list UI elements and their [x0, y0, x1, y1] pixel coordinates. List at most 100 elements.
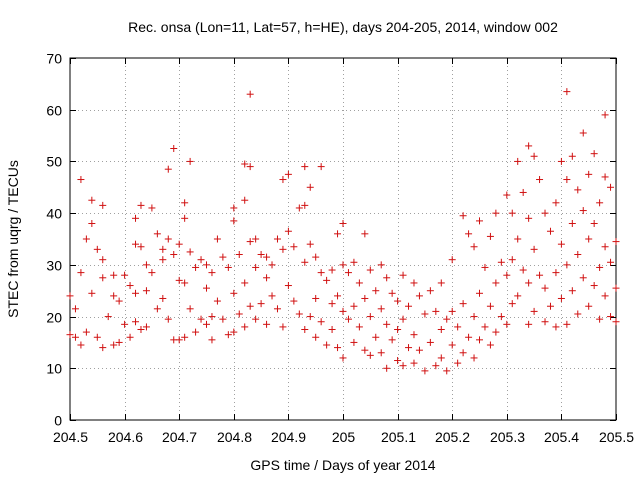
- data-point: [568, 219, 576, 227]
- data-point: [268, 261, 276, 269]
- data-point: [99, 344, 107, 352]
- data-point: [137, 326, 145, 333]
- data-point: [421, 310, 429, 318]
- data-point: [366, 351, 374, 359]
- data-point: [350, 258, 358, 266]
- data-point: [481, 263, 489, 271]
- data-point: [110, 292, 118, 300]
- data-point: [465, 230, 473, 238]
- data-point: [99, 274, 107, 282]
- data-point: [290, 243, 298, 251]
- data-point: [148, 204, 156, 212]
- data-point: [88, 219, 96, 227]
- data-point: [476, 289, 483, 297]
- data-point: [557, 157, 565, 165]
- data-point: [503, 191, 511, 199]
- data-point: [241, 323, 249, 331]
- data-point: [574, 186, 582, 194]
- data-point: [334, 344, 342, 352]
- data-point: [268, 292, 276, 300]
- data-point: [601, 173, 609, 181]
- data-point: [514, 292, 522, 300]
- data-point: [421, 367, 429, 375]
- data-point: [170, 251, 178, 259]
- data-point: [159, 294, 167, 302]
- data-point: [525, 214, 533, 222]
- data-point: [246, 238, 254, 246]
- data-point: [410, 359, 418, 367]
- y-tick-label: 30: [46, 258, 62, 274]
- data-point: [350, 338, 358, 346]
- data-point: [192, 328, 200, 336]
- data-point: [383, 274, 391, 282]
- data-point: [503, 271, 511, 279]
- data-point: [312, 253, 320, 261]
- grid: [70, 58, 616, 420]
- data-point: [503, 320, 511, 328]
- data-point: [175, 276, 183, 284]
- data-point: [585, 235, 593, 243]
- data-point: [448, 341, 456, 349]
- data-point: [235, 251, 243, 259]
- data-point: [497, 258, 505, 266]
- data-point: [186, 305, 194, 313]
- data-point: [132, 214, 140, 222]
- data-point: [579, 274, 587, 282]
- data-point: [252, 263, 260, 271]
- data-point: [459, 349, 467, 357]
- data-point: [77, 341, 85, 349]
- data-point: [66, 292, 74, 300]
- data-point: [208, 336, 216, 344]
- x-tick-label: 205: [332, 429, 356, 445]
- data-point: [399, 315, 407, 323]
- data-point: [295, 310, 303, 318]
- data-point: [470, 313, 478, 321]
- data-point: [186, 248, 194, 256]
- data-point: [77, 269, 85, 277]
- data-point: [574, 251, 582, 259]
- data-point: [612, 284, 620, 292]
- data-point: [82, 235, 90, 243]
- data-point: [339, 307, 347, 315]
- data-points: [66, 88, 620, 375]
- data-point: [235, 310, 243, 318]
- data-point: [263, 274, 271, 282]
- y-tick-label: 50: [46, 154, 62, 170]
- data-point: [557, 294, 565, 302]
- data-point: [273, 235, 281, 243]
- data-point: [377, 349, 385, 357]
- data-point: [541, 284, 549, 292]
- data-point: [104, 313, 112, 321]
- data-point: [241, 196, 249, 204]
- data-point: [476, 336, 483, 344]
- data-point: [443, 367, 451, 375]
- data-point: [426, 338, 434, 346]
- x-tick-label: 205.3: [490, 429, 525, 445]
- data-point: [459, 212, 467, 220]
- data-point: [536, 176, 544, 184]
- data-point: [563, 320, 571, 328]
- data-point: [486, 341, 494, 349]
- y-tick-label: 10: [46, 361, 62, 377]
- data-point: [476, 217, 483, 225]
- data-point: [607, 313, 615, 321]
- data-point: [126, 282, 134, 290]
- data-point: [224, 331, 232, 339]
- data-point: [99, 201, 107, 209]
- data-point: [557, 240, 565, 248]
- data-point: [415, 292, 423, 300]
- data-point: [219, 253, 227, 261]
- data-point: [415, 346, 423, 354]
- data-point: [203, 320, 210, 328]
- data-point: [552, 199, 560, 207]
- data-point: [355, 323, 363, 331]
- data-point: [355, 279, 363, 287]
- data-point: [219, 315, 227, 323]
- data-point: [607, 183, 615, 191]
- data-point: [99, 256, 107, 264]
- data-point: [295, 204, 303, 212]
- data-point: [284, 170, 292, 178]
- data-point: [405, 344, 413, 352]
- x-tick-label: 204.6: [108, 429, 143, 445]
